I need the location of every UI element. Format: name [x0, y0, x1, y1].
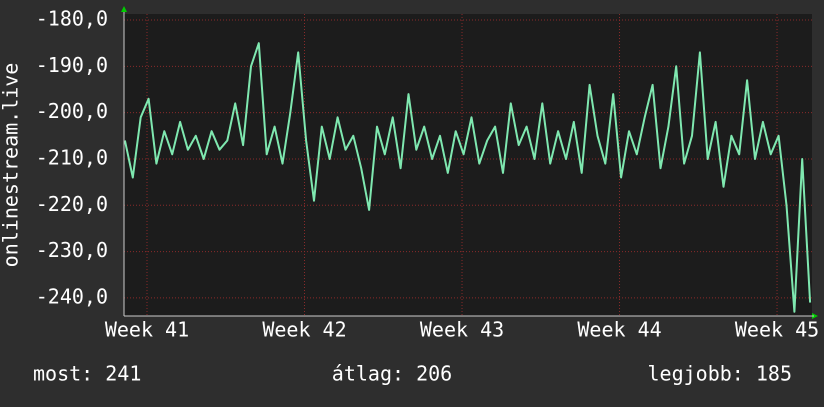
y-tick-label: -180,0: [36, 7, 108, 31]
y-tick-label: -230,0: [36, 238, 108, 262]
y-tick-label: -190,0: [36, 53, 108, 77]
axis-arrow: [121, 6, 127, 12]
y-axis-label: onlinestream.live: [0, 63, 23, 268]
x-tick-label: Week 42: [262, 318, 346, 342]
y-tick-label: -210,0: [36, 145, 108, 169]
x-tick-label: Week 45: [735, 318, 819, 342]
y-tick-label: -220,0: [36, 192, 108, 216]
footer-best: legjobb: 185: [648, 362, 793, 386]
x-tick-label: Week 43: [420, 318, 504, 342]
x-tick-label: Week 41: [105, 318, 189, 342]
footer-last: most: 241: [33, 362, 141, 386]
footer-average: átlag: 206: [332, 362, 452, 386]
x-tick-label: Week 44: [577, 318, 661, 342]
axis-arrow: [812, 313, 818, 319]
plot-area: [124, 14, 812, 316]
y-tick-label: -200,0: [36, 99, 108, 123]
y-tick-label: -240,0: [36, 284, 108, 308]
series-line: [123, 42, 812, 313]
